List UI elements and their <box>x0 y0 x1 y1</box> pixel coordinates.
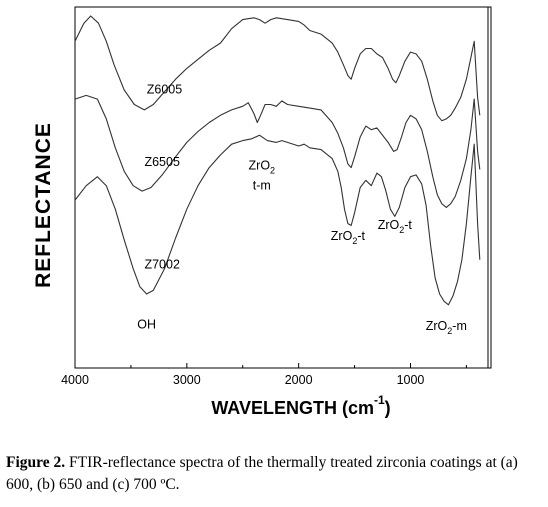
series-line-z6505 <box>74 94 481 208</box>
caption-text: FTIR-reflectance spectra of the thermall… <box>6 454 518 493</box>
x-axis-label-exponent: -1 <box>374 393 385 407</box>
annotation-zro2-tm: ZrO2 <box>249 158 276 175</box>
plot-frame <box>74 6 492 369</box>
figure-caption: Figure 2. FTIR-reflectance spectra of th… <box>6 452 544 496</box>
peak-annotations: Z6005 Z6505 Z7002 ZrO2 t-m ZrO2-t ZrO2-t OH ZrO2… <box>137 83 467 337</box>
x-tick-label: 2000 <box>285 373 313 387</box>
x-axis-label: WAVELENGTH (cm-1) <box>186 393 416 419</box>
y-axis-label: REFLECTANCE <box>32 122 55 288</box>
x-tick-label: 4000 <box>61 373 89 387</box>
x-axis-ticks: 4000 3000 2000 1000 <box>61 363 467 387</box>
x-axis-label-close: ) <box>384 398 391 418</box>
series-line-z6005 <box>74 15 481 122</box>
annotation-zro2-t-1: ZrO2-t <box>331 229 366 246</box>
annotation-oh: OH <box>137 317 156 331</box>
annotation-z6505: Z6505 <box>144 155 179 169</box>
annotation-zro2-m: ZrO2-m <box>426 319 467 336</box>
spectra-series <box>74 15 481 306</box>
annotation-z6005: Z6005 <box>147 83 182 97</box>
x-tick-label: 3000 <box>173 373 201 387</box>
caption-label: Figure 2. <box>6 454 66 471</box>
series-line-z7002 <box>74 134 481 306</box>
x-tick-label: 1000 <box>397 373 425 387</box>
annotation-zro2-tm-line2: t-m <box>253 178 271 192</box>
annotation-zro2-t-2: ZrO2-t <box>378 218 413 235</box>
x-axis-label-text: WAVELENGTH (cm <box>211 398 374 418</box>
y-axis-label-box: REFLECTANCE <box>24 122 64 288</box>
annotation-z7002: Z7002 <box>144 258 179 272</box>
